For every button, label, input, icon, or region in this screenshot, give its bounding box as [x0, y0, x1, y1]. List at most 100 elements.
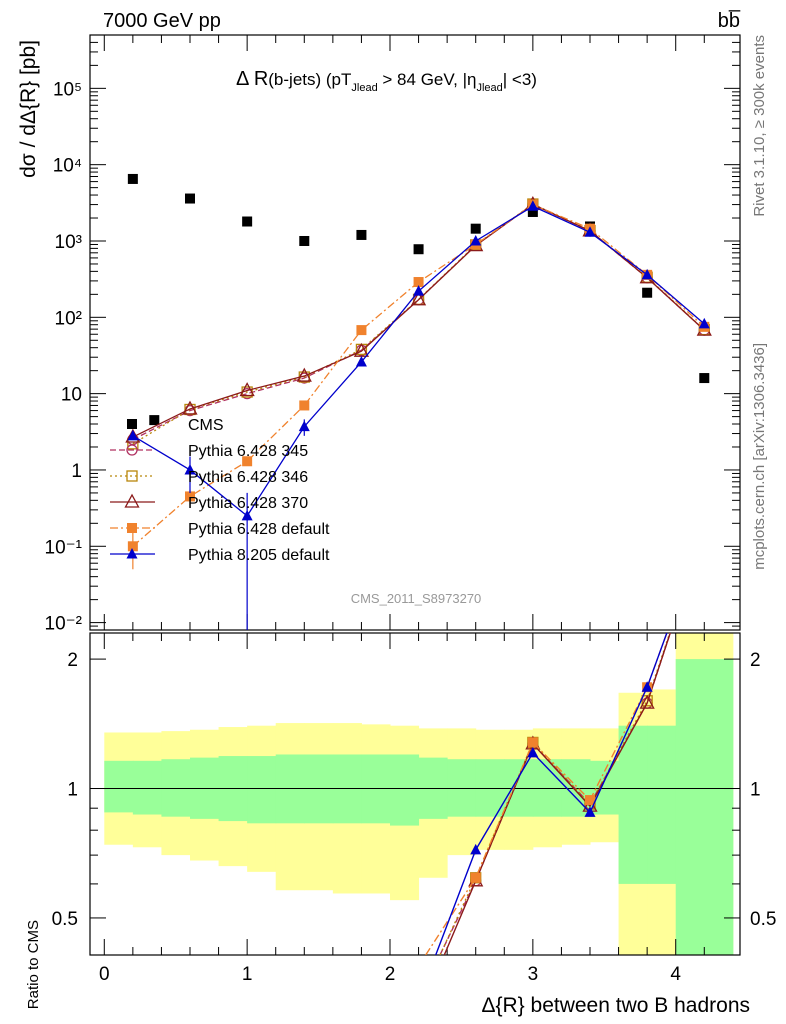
main-data-point: [149, 415, 160, 426]
main-data-point: [699, 373, 710, 384]
legend-entry: Pythia 6.428 370: [110, 493, 308, 512]
main-y-tick-label: 10⁵: [53, 79, 82, 100]
legend-marker: [127, 419, 137, 429]
ratio-plot-frame: [89, 632, 741, 956]
ratio-green-band-bin: [390, 754, 420, 826]
ratio-y-tick-label-right: 2: [750, 650, 761, 671]
main-series-2: [127, 198, 710, 450]
main-data-point: [127, 541, 138, 552]
main-data-point: [239, 382, 255, 397]
ratio-y-tick-label-right: 1: [750, 780, 761, 801]
ratio-y-tick-label-left: 0.5: [52, 909, 78, 930]
main-data-point: [242, 216, 253, 227]
main-data-point: [355, 355, 367, 367]
main-y-tick-label: 10⁻²: [45, 614, 83, 635]
main-data-point: [182, 400, 198, 415]
main-data-point: [299, 400, 310, 411]
main-y-tick-label: 1: [71, 461, 82, 482]
legend-entry: Pythia 6.428 346: [110, 469, 308, 486]
legend-label: Pythia 6.428 default: [188, 521, 330, 538]
ratio-green-band-bin: [104, 760, 134, 813]
main-data-point: [527, 200, 539, 211]
main-data-point: [127, 173, 138, 184]
analysis-label: CMS_2011_S8973270: [351, 591, 482, 606]
ratio-y-tick-label-right: 0.5: [750, 909, 776, 930]
main-data-point: [413, 244, 424, 255]
ratio-data-point: [641, 681, 653, 692]
ratio-green-band-bin: [132, 760, 162, 815]
ratio-series-line: [439, 633, 671, 955]
legend-label: Pythia 6.428 346: [188, 469, 308, 486]
ratio-data-point: [527, 746, 539, 758]
legend-marker: [126, 548, 138, 559]
main-data-point: [356, 325, 367, 336]
ratio-y-axis-label: Ratio to CMS: [25, 920, 42, 1009]
main-series-group: [125, 173, 712, 630]
main-data-point: [470, 234, 482, 246]
x-tick-label: 0: [99, 964, 110, 985]
ratio-series-group: [425, 633, 671, 955]
legend-marker: [124, 493, 140, 508]
main-data-point: [698, 317, 710, 329]
main-y-tick-label: 10⁴: [53, 156, 82, 177]
ratio-green-band-bin: [447, 759, 477, 817]
main-series-5: [127, 200, 710, 630]
x-tick-label: 1: [242, 964, 253, 985]
ratio-data-point: [527, 737, 538, 748]
ratio-series-line: [425, 633, 668, 955]
x-tick-label: 3: [528, 964, 539, 985]
main-series-4: [127, 199, 710, 570]
legend-entry: CMS: [127, 417, 224, 434]
main-data-point: [184, 463, 196, 475]
legend-entry: Pythia 8.205 default: [110, 547, 330, 564]
legend-entry: Pythia 6.428 345: [110, 443, 308, 460]
ratio-data-point: [585, 795, 595, 806]
legend-marker: [126, 444, 138, 456]
ratio-green-band-bin: [161, 759, 191, 817]
main-data-point: [470, 223, 481, 234]
x-tick-label: 4: [670, 964, 681, 985]
legend-marker: [126, 470, 138, 482]
ratio-series-line: [435, 633, 668, 955]
main-data-point: [298, 420, 310, 432]
ratio-uncertainty-bands: [90, 633, 740, 955]
legend-label: Pythia 6.428 370: [188, 495, 308, 512]
main-data-point: [642, 287, 653, 298]
ratio-green-band-bin: [647, 725, 677, 884]
main-data-point: [127, 429, 139, 441]
legend: CMS Pythia 6.428 345 Pythia 6.428 346 Pythi…: [110, 417, 330, 564]
energy-label: 7000 GeV pp: [103, 10, 221, 32]
main-series-line: [132, 203, 705, 445]
ratio-data-point: [639, 694, 655, 709]
legend-entry: Pythia 6.428 default: [110, 521, 330, 538]
ratio-green-band-bin: [504, 759, 534, 817]
main-series-3: [125, 195, 712, 443]
ratio-green-band-bin: [475, 759, 505, 817]
x-tick-label: 2: [385, 964, 396, 985]
main-data-point: [185, 491, 195, 502]
ratio-axis-ticks: 0.5 0.5 1 1 2 2 0 1 2 3 4: [52, 633, 776, 985]
ratio-green-band-bin: [675, 659, 734, 955]
ratio-series-4: [435, 633, 668, 955]
ratio-y-tick-label-left: 2: [67, 650, 78, 671]
main-data-point: [296, 367, 312, 382]
main-data-point: [413, 277, 424, 288]
ratio-green-band-bin: [247, 756, 277, 824]
main-data-point: [356, 229, 367, 240]
main-data-point: [241, 509, 253, 521]
main-y-tick-label: 10⁻¹: [45, 537, 83, 558]
main-data-point: [410, 291, 427, 306]
legend-label: CMS: [188, 417, 224, 434]
main-data-point: [185, 193, 195, 204]
ratio-data-point: [584, 806, 596, 817]
legend-label: Pythia 8.205 default: [188, 547, 330, 564]
main-plot-title: Δ R(b-jets) (pTJlead > 84 GeV, |ηJlead| …: [236, 68, 537, 94]
process-label: bb̅: [718, 9, 741, 32]
legend-label: Pythia 6.428 345: [188, 443, 308, 460]
main-data-point: [527, 206, 538, 217]
main-data-point: [413, 285, 425, 296]
main-y-tick-label: 10: [61, 385, 82, 406]
main-axis-ticks: 10⁻² 10⁻¹ 1 10 10² 10³ 10⁴ 10⁵: [45, 34, 740, 635]
main-y-tick-label: 10³: [55, 232, 82, 253]
